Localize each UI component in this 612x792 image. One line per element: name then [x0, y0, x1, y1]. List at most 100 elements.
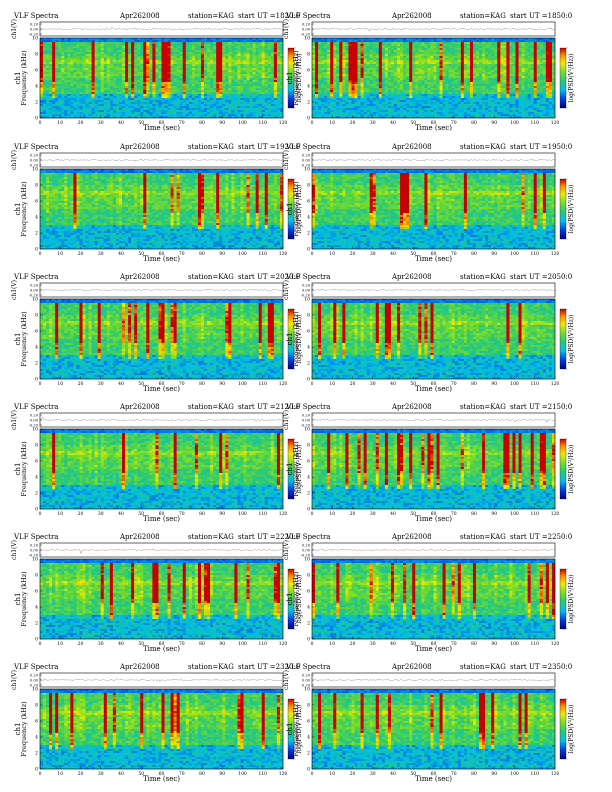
- spectra-panel-5: VLF Spectra Apr262008 station=KAG start UT …: [11, 273, 303, 393]
- x-tick-label: 80: [471, 641, 477, 647]
- y-tick-label: 4: [307, 84, 310, 90]
- x-tick-label: 100: [238, 381, 247, 387]
- ch1-axis-label: ch1(V): [283, 410, 290, 430]
- x-tick-label: 120: [279, 251, 288, 257]
- x-tick-label: 0: [39, 771, 42, 777]
- x-tick-label: 80: [199, 120, 205, 126]
- x-tick-label: 0: [311, 641, 314, 647]
- y-axis-label: Frequency (kHz): [292, 311, 300, 367]
- x-tick-label: 10: [57, 120, 63, 126]
- x-tick-label: 110: [530, 641, 539, 647]
- colorbar: [560, 439, 566, 499]
- x-tick-label: 20: [78, 120, 84, 126]
- x-tick-label: 10: [329, 511, 335, 517]
- colorbar: [560, 309, 566, 369]
- colorbar-label: log(PSD(V²/Hz)): [568, 315, 575, 364]
- ch1-tick-label: 0.00: [302, 419, 311, 423]
- y-tick-label: 6: [35, 199, 38, 205]
- x-tick-label: 40: [118, 771, 124, 777]
- x-tick-label: 110: [530, 251, 539, 257]
- ch1-tick-label: 0.00: [30, 159, 39, 163]
- colorbar-label: log(PSD(V²/Hz)): [568, 54, 575, 103]
- x-tick-label: 30: [370, 511, 376, 517]
- x-tick-label: 30: [370, 771, 376, 777]
- y-tick-label: 4: [35, 345, 38, 351]
- x-tick-label: 10: [57, 381, 63, 387]
- x-axis-label: Time (sec): [143, 515, 180, 523]
- ch1-tick-label: 0.00: [30, 679, 39, 683]
- panel-station: station=KAG: [188, 403, 234, 411]
- y-tick-label: 10: [32, 687, 38, 693]
- x-tick-label: 80: [199, 511, 205, 517]
- ch1-strip: [40, 543, 283, 557]
- ch1-axis-label: ch1(V): [11, 19, 18, 39]
- y-tick-label: 2: [307, 751, 310, 757]
- panel-title: VLF Spectra: [13, 403, 58, 411]
- x-tick-label: 30: [98, 381, 104, 387]
- x-tick-label: 40: [390, 771, 396, 777]
- x-tick-label: 90: [219, 251, 225, 257]
- x-tick-label: 0: [311, 120, 314, 126]
- y-tick-label: 6: [35, 459, 38, 465]
- x-axis-label: Time (sec): [143, 385, 180, 393]
- y-tick-label: 2: [307, 361, 310, 367]
- x-tick-label: 20: [350, 771, 356, 777]
- y-tick-label: 8: [307, 313, 310, 319]
- ch1-tick-label: 0.20: [302, 674, 311, 678]
- y-tick-label: 8: [35, 573, 38, 579]
- x-tick-label: 40: [118, 511, 124, 517]
- x-tick-label: 90: [219, 771, 225, 777]
- panel-date: Apr262008: [119, 533, 160, 541]
- x-tick-label: 120: [279, 771, 288, 777]
- x-tick-label: 20: [350, 381, 356, 387]
- panel-start-ut: start UT =2050:0: [510, 273, 572, 281]
- ch1-axis-label: ch1(V): [11, 540, 18, 560]
- y-axis-label: Frequency (kHz): [20, 701, 28, 757]
- panel-title: VLF Spectra: [13, 663, 58, 671]
- x-tick-label: 110: [258, 251, 267, 257]
- ch1-tick-label: 0.20: [302, 23, 311, 27]
- ch1-axis-label: ch1(V): [283, 670, 290, 690]
- x-tick-label: 30: [98, 511, 104, 517]
- ch1-tick-label: 0.20: [30, 284, 39, 288]
- panel-station: station=KAG: [460, 143, 506, 151]
- x-tick-label: 20: [78, 381, 84, 387]
- y-tick-label: 8: [35, 703, 38, 709]
- panel-start-ut: start UT =2150:0: [510, 403, 572, 411]
- spectrogram-heatmap: [40, 429, 283, 509]
- x-tick-label: 90: [219, 641, 225, 647]
- spectra-panel-11: VLF Spectra Apr262008 station=KAG start UT …: [11, 663, 303, 783]
- colorbar: [560, 699, 566, 759]
- panel-station: station=KAG: [460, 403, 506, 411]
- ch1-tick-label: 0.00: [302, 679, 311, 683]
- y-tick-label: 4: [35, 84, 38, 90]
- ch1-tick-label: 0.20: [302, 284, 311, 288]
- panel-start-ut: start UT =2350:0: [510, 663, 572, 671]
- x-tick-label: 10: [329, 771, 335, 777]
- panel-date: Apr262008: [119, 273, 160, 281]
- ch1-tick-label: 0.00: [302, 28, 311, 32]
- y-tick-label: 2: [35, 621, 38, 627]
- x-tick-label: 120: [551, 771, 560, 777]
- x-tick-label: 0: [39, 641, 42, 647]
- ch1-tick-label: 0.00: [30, 289, 39, 293]
- spectra-panel-3: VLF Spectra Apr262008 station=KAG start UT …: [11, 143, 303, 263]
- x-tick-label: 30: [98, 251, 104, 257]
- y-tick-label: 4: [307, 605, 310, 611]
- y-tick-label: 10: [32, 427, 38, 433]
- panel-station: station=KAG: [460, 273, 506, 281]
- y-tick-label: 2: [307, 491, 310, 497]
- x-tick-label: 120: [551, 381, 560, 387]
- ch1-tick-label: 0.00: [302, 159, 311, 163]
- x-tick-label: 20: [78, 251, 84, 257]
- panel-date: Apr262008: [391, 143, 432, 151]
- panel-station: station=KAG: [460, 12, 506, 20]
- x-tick-label: 90: [491, 771, 497, 777]
- panel-title: VLF Spectra: [13, 143, 58, 151]
- panel-station: station=KAG: [188, 143, 234, 151]
- ch1-axis-label: ch1(V): [283, 540, 290, 560]
- spectra-panel-7: VLF Spectra Apr262008 station=KAG start UT …: [11, 403, 303, 523]
- x-tick-label: 10: [57, 641, 63, 647]
- y-tick-label: 2: [307, 621, 310, 627]
- y-axis-label: Frequency (kHz): [20, 441, 28, 497]
